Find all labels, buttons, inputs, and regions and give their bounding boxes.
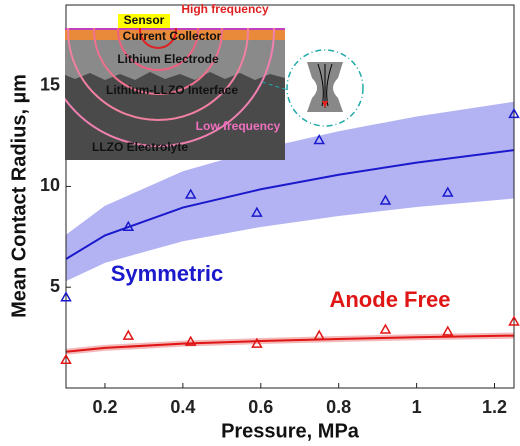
- y-tick-label: 10: [40, 175, 60, 195]
- data-point: [508, 315, 520, 326]
- series-label: Symmetric: [111, 261, 224, 286]
- data-point: [122, 220, 135, 231]
- data-point: [379, 194, 392, 205]
- inset-diagram: Sensor High frequency Current Collector …: [65, 2, 364, 160]
- data-point: [60, 353, 72, 365]
- x-tick-label: 1: [412, 397, 422, 417]
- plot-area: 0.2 0.4 0.6 0.8 1 1.2 5 10 15: [40, 4, 520, 417]
- x-tick-label: 1.2: [482, 397, 507, 417]
- current-lines: [317, 63, 333, 108]
- x-tick-label: 0.6: [248, 397, 273, 417]
- x-tick-label: 0.8: [326, 397, 351, 417]
- wave: [117, 28, 199, 71]
- y-tick-label: 15: [40, 74, 60, 94]
- inset-label: Sensor: [124, 13, 165, 27]
- inset-label: Lithium-LLZO Interface: [106, 83, 238, 97]
- inset-label: Current Collector: [123, 29, 222, 43]
- data-point: [184, 188, 197, 199]
- inset-label: High frequency: [181, 2, 269, 16]
- data-point: [313, 329, 325, 340]
- x-axis-label: Pressure, MPa: [221, 420, 360, 442]
- wave: [65, 28, 275, 147]
- data-point: [508, 107, 520, 119]
- data-point: [379, 323, 392, 334]
- inset-label: LLZO Electrolyte: [92, 140, 188, 154]
- data-point: [251, 206, 263, 217]
- plot-frame: [65, 4, 515, 389]
- electrode-layer: [65, 40, 285, 80]
- data-point: [251, 337, 263, 348]
- zoom-connector: [261, 81, 289, 91]
- y-tick-label: 5: [50, 276, 60, 296]
- inset-label: Lithium Electrode: [117, 52, 219, 66]
- x-tick-label: 0.4: [170, 397, 195, 417]
- arrow: [322, 101, 328, 108]
- y-axis-label: Mean Contact Radius, µm: [8, 74, 30, 318]
- fit-line: [65, 149, 515, 260]
- waves: [65, 28, 275, 147]
- data-point: [60, 291, 72, 302]
- confidence-band: [66, 101, 514, 282]
- wave: [93, 28, 223, 95]
- wave: [139, 28, 177, 49]
- data-point: [441, 325, 454, 336]
- x-tick-label: 0.2: [92, 397, 117, 417]
- data-point: [441, 186, 454, 197]
- inset-label: Low frequency: [196, 119, 281, 133]
- series-label: Anode Free: [329, 287, 450, 312]
- data-point: [184, 335, 197, 346]
- fit-line: [65, 334, 515, 353]
- data-point: [122, 329, 135, 340]
- sensor-box: [118, 14, 170, 28]
- wave: [67, 28, 249, 121]
- data-point: [313, 134, 325, 145]
